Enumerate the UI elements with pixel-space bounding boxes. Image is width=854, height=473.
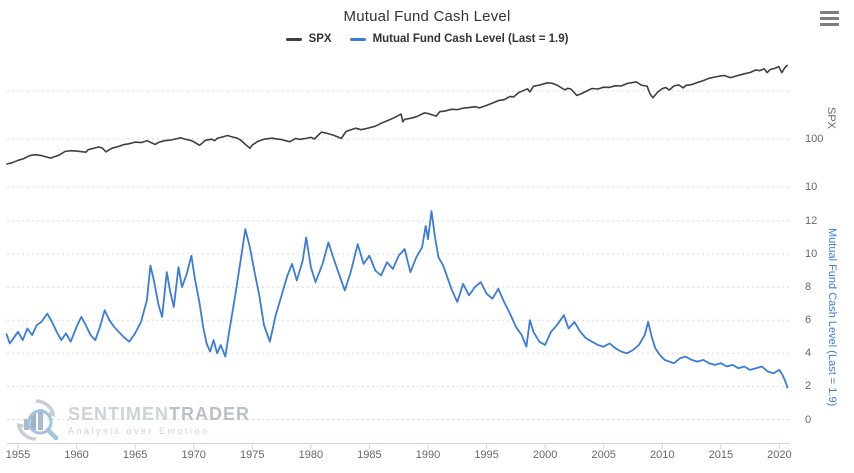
x-tick-label: 1975 [240, 449, 265, 461]
x-tick-label: 1960 [64, 449, 89, 461]
cash-tick-label: 12 [805, 214, 818, 227]
spx-series-line [6, 64, 789, 165]
x-tick-label: 2000 [532, 449, 558, 461]
legend-label-cash: Mutual Fund Cash Level (Last = 1.9) [372, 33, 569, 45]
x-tick-label: 1955 [5, 449, 31, 461]
cash-series-line [5, 210, 789, 389]
legend-item-cash[interactable]: Mutual Fund Cash Level (Last = 1.9) [349, 33, 569, 45]
spx-line-marker-icon [285, 37, 302, 41]
x-tick-label: 1965 [122, 449, 148, 461]
x-tick-label: 1985 [357, 449, 382, 461]
cash-tick-label: 4 [805, 347, 812, 360]
cash-tick-label: 10 [805, 248, 818, 260]
chart-context-menu-button[interactable] [820, 10, 842, 31]
cash-axis-title: Mutual Fund Cash Level (Last = 1.9) [826, 228, 838, 407]
x-tick-label: 2015 [708, 449, 734, 461]
legend: SPX Mutual Fund Cash Level (Last = 1.9) [0, 33, 854, 45]
x-tick-label: 1980 [298, 449, 324, 461]
cash-tick-label: 2 [805, 380, 812, 393]
x-tick-label: 1995 [474, 449, 499, 461]
hamburger-menu-icon [820, 11, 839, 14]
x-tick-label: 1970 [181, 449, 206, 461]
cash-tick-label: 8 [805, 281, 812, 294]
legend-label-spx: SPX [308, 33, 332, 45]
x-tick-label: 1990 [415, 449, 441, 461]
x-tick-label: 2020 [767, 449, 792, 461]
cash-tick-label: 0 [805, 413, 812, 426]
x-tick-label: 2010 [650, 449, 675, 461]
spx-tick-label: 10 [805, 181, 818, 193]
spx-axis-title: SPX [825, 107, 837, 130]
chart-title: Mutual Fund Cash Level [343, 8, 511, 25]
x-tick-label: 2005 [591, 449, 616, 461]
spx-tick-label: 100 [805, 133, 824, 145]
cash-line-marker-icon [349, 37, 366, 41]
legend-item-spx[interactable]: SPX [285, 33, 332, 45]
cash-tick-label: 6 [805, 314, 812, 327]
